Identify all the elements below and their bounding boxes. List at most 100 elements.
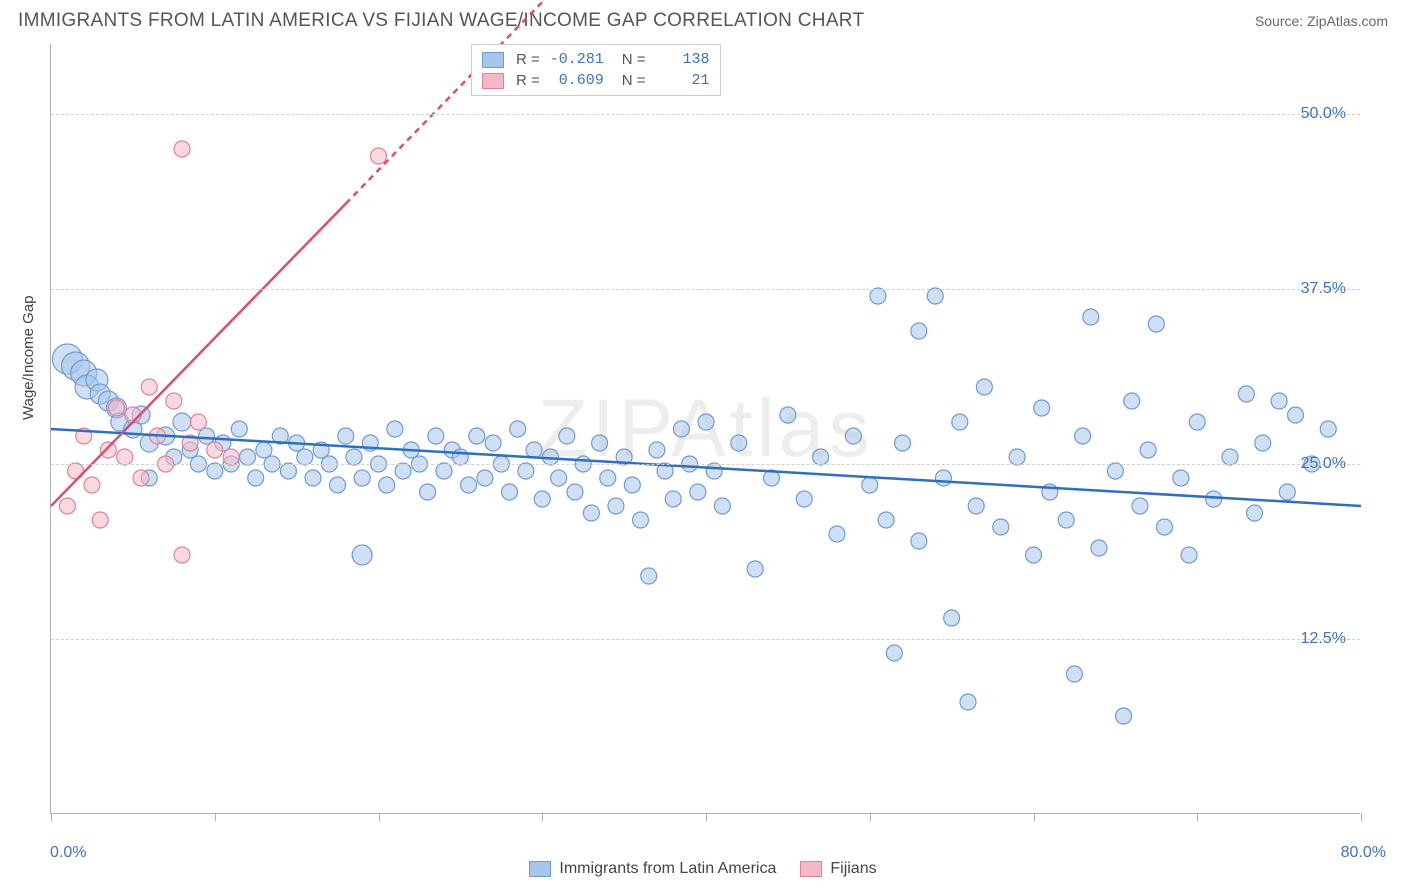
legend-swatch [800, 861, 822, 877]
data-point [714, 498, 730, 514]
correlation-stats-box: R =-0.281N =138R =0.609N =21 [471, 44, 721, 96]
legend-swatch [529, 861, 551, 877]
scatter-svg [51, 44, 1360, 813]
data-point [649, 442, 665, 458]
data-point [944, 610, 960, 626]
data-point [1066, 666, 1082, 682]
stats-row: R = 0.609 N = 21 [482, 70, 710, 91]
data-point [109, 400, 125, 416]
data-point [1222, 449, 1238, 465]
data-point [927, 288, 943, 304]
data-point [878, 512, 894, 528]
x-tick [870, 813, 871, 821]
data-point [1206, 491, 1222, 507]
gridline [51, 639, 1360, 640]
data-point [190, 414, 206, 430]
data-point [624, 477, 640, 493]
data-point [633, 512, 649, 528]
data-point [1148, 316, 1164, 332]
gridline [51, 464, 1360, 465]
data-point [207, 442, 223, 458]
data-point [428, 428, 444, 444]
y-tick-label: 37.5% [1301, 280, 1346, 298]
data-point [1189, 414, 1205, 430]
data-point [870, 288, 886, 304]
data-point [886, 645, 902, 661]
data-point [952, 414, 968, 430]
x-tick [379, 813, 380, 821]
y-axis-label: Wage/Income Gap [20, 295, 37, 420]
data-point [518, 463, 534, 479]
data-point [845, 428, 861, 444]
stat-r-value: 0.609 [548, 72, 604, 89]
data-point [174, 141, 190, 157]
data-point [461, 477, 477, 493]
data-point [935, 470, 951, 486]
series-swatch [482, 73, 504, 89]
data-point [1026, 547, 1042, 563]
data-point [223, 449, 239, 465]
data-point [452, 449, 468, 465]
source-attribution: Source: ZipAtlas.com [1255, 13, 1388, 29]
stat-n-value: 21 [654, 72, 710, 89]
data-point [1124, 393, 1140, 409]
data-point [240, 449, 256, 465]
data-point [1083, 309, 1099, 325]
data-point [1320, 421, 1336, 437]
gridline [51, 114, 1360, 115]
data-point [567, 484, 583, 500]
data-point [280, 463, 296, 479]
chart-title: IMMIGRANTS FROM LATIN AMERICA VS FIJIAN … [18, 10, 864, 32]
data-point [297, 449, 313, 465]
x-tick [1197, 813, 1198, 821]
data-point [469, 428, 485, 444]
data-point [371, 148, 387, 164]
data-point [1288, 407, 1304, 423]
data-point [436, 463, 452, 479]
data-point [600, 470, 616, 486]
data-point [592, 435, 608, 451]
data-point [485, 435, 501, 451]
stat-r-label: R = [516, 72, 540, 89]
stat-r-label: R = [516, 51, 540, 68]
data-point [829, 526, 845, 542]
data-point [133, 470, 149, 486]
data-point [976, 379, 992, 395]
data-point [199, 428, 215, 444]
data-point [583, 505, 599, 521]
data-point [141, 379, 157, 395]
data-point [346, 449, 362, 465]
stat-n-label: N = [622, 72, 646, 89]
data-point [796, 491, 812, 507]
data-point [92, 512, 108, 528]
data-point [173, 413, 191, 431]
data-point [166, 393, 182, 409]
gridline [51, 289, 1360, 290]
data-point [477, 470, 493, 486]
x-tick [706, 813, 707, 821]
data-point [968, 498, 984, 514]
data-point [526, 442, 542, 458]
x-tick-label: 80.0% [1341, 844, 1386, 862]
data-point [673, 421, 689, 437]
data-point [1140, 442, 1156, 458]
x-tick [215, 813, 216, 821]
data-point [510, 421, 526, 437]
data-point [1058, 512, 1074, 528]
data-point [117, 449, 133, 465]
legend-label: Fijians [830, 860, 876, 878]
data-point [1279, 484, 1295, 500]
data-point [559, 428, 575, 444]
data-point [1255, 435, 1271, 451]
data-point [1157, 519, 1173, 535]
data-point [1181, 547, 1197, 563]
data-point [395, 463, 411, 479]
stat-r-value: -0.281 [548, 51, 604, 68]
data-point [420, 484, 436, 500]
chart-plot-area: ZIPAtlas R =-0.281N =138R =0.609N =21 12… [50, 44, 1360, 814]
data-point [534, 491, 550, 507]
data-point [502, 484, 518, 500]
data-point [1075, 428, 1091, 444]
source-name: ZipAtlas.com [1307, 13, 1388, 29]
data-point [813, 449, 829, 465]
